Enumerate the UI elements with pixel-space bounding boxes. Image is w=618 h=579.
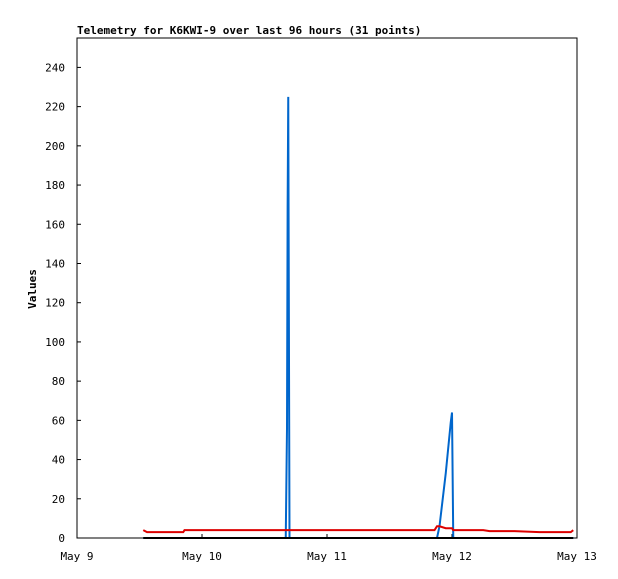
- x-tick-label: May 13: [557, 550, 597, 563]
- y-tick-label: 220: [45, 101, 65, 114]
- y-tick-label: 140: [45, 257, 65, 270]
- y-tick-label: 160: [45, 218, 65, 231]
- x-tick-label: May 12: [432, 550, 472, 563]
- y-tick-label: 40: [52, 454, 65, 467]
- y-tick-label: 60: [52, 414, 65, 427]
- series-line: [143, 96, 574, 539]
- series-line: [142, 525, 574, 534]
- y-tick-label: 180: [45, 179, 65, 192]
- y-tick-label: 0: [58, 532, 65, 545]
- plot-frame: [76, 37, 578, 539]
- y-axis-label: Values: [26, 269, 39, 309]
- x-tick-label: May 9: [60, 550, 93, 563]
- y-tick-label: 80: [52, 375, 65, 388]
- x-tick-label: May 11: [307, 550, 347, 563]
- x-tick-label: May 10: [182, 550, 222, 563]
- y-tick-label: 120: [45, 297, 65, 310]
- chart-title: Telemetry for K6KWI-9 over last 96 hours…: [77, 24, 421, 37]
- y-tick-label: 200: [45, 140, 65, 153]
- y-tick-label: 20: [52, 493, 65, 506]
- y-tick-label: 240: [45, 61, 65, 74]
- y-tick-label: 100: [45, 336, 65, 349]
